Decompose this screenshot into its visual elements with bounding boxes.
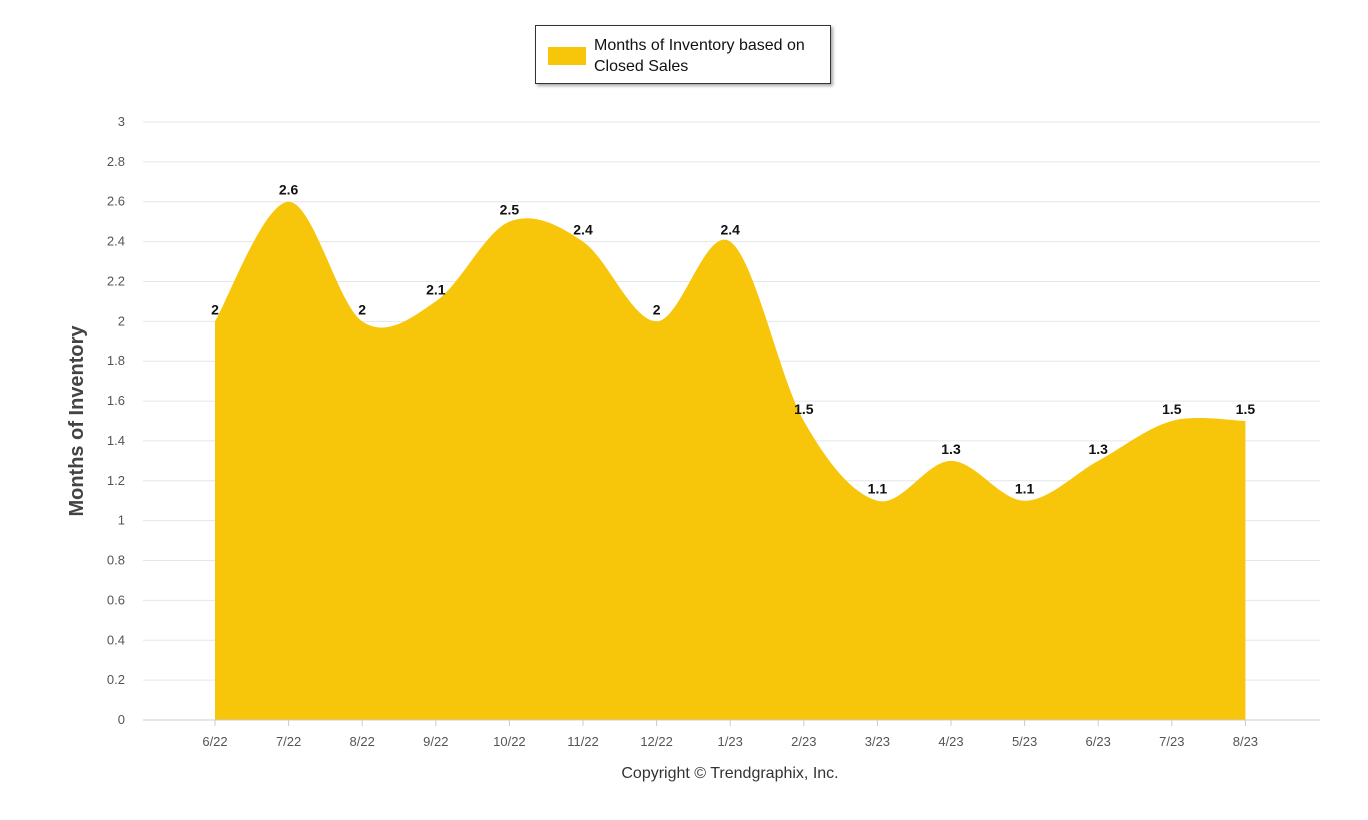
y-axis-title: Months of Inventory [66,325,88,517]
legend-swatch [548,47,586,65]
y-tick-label: 1.4 [107,433,125,448]
data-label: 2.4 [720,222,740,238]
x-tick-label: 4/23 [938,734,963,749]
legend: Months of Inventory based on Closed Sale… [535,25,831,84]
x-tick-label: 6/22 [202,734,227,749]
data-label: 2 [653,301,661,317]
data-label: 1.3 [941,441,961,457]
data-label: 2.4 [573,222,593,238]
data-label: 1.5 [1236,401,1256,417]
y-tick-label: 2.2 [107,273,125,288]
x-tick-label: 8/22 [350,734,375,749]
y-tick-label: 2.6 [107,194,125,209]
x-tick-label: 7/22 [276,734,301,749]
data-label: 1.5 [794,401,814,417]
data-label: 1.1 [1015,481,1035,497]
y-tick-label: 2.8 [107,154,125,169]
x-tick-label: 1/23 [718,734,743,749]
y-tick-label: 2.4 [107,234,125,249]
x-tick-label: 9/22 [423,734,448,749]
data-label: 2.5 [500,202,520,218]
data-label: 1.3 [1088,441,1108,457]
x-tick-label: 5/23 [1012,734,1037,749]
x-tick-label: 11/22 [567,734,599,749]
x-tick-label: 2/23 [791,734,816,749]
y-tick-label: 2 [118,313,125,328]
y-tick-label: 0.4 [107,632,125,647]
data-labels: 2 2.6 2 2.1 2.5 2.4 2 2.4 1.5 1.1 1.3 1.1 1.3 1.5 1.5 [211,182,1255,497]
legend-label: Months of Inventory based on Closed Sale… [594,37,805,75]
data-label: 2 [211,301,219,317]
y-tick-label: 0.2 [107,672,125,687]
y-tick-label: 0 [118,712,125,727]
y-axis-ticks: 0 0.2 0.4 0.6 0.8 1 1.2 1.4 1.6 1.8 2 2.2 2.4 2.6 2.8 3 [107,114,125,727]
x-tick-label: 7/23 [1159,734,1184,749]
x-tick-label: 8/23 [1233,734,1258,749]
y-tick-label: 1.8 [107,353,125,368]
y-tick-label: 1.6 [107,393,125,408]
data-label: 2.1 [426,281,446,297]
y-tick-label: 3 [118,114,125,129]
x-axis-ticks: 6/22 7/22 8/22 9/22 10/22 11/22 12/22 1/23 2/23 3… [202,720,1258,749]
y-tick-label: 1.2 [107,473,125,488]
inventory-area-series [215,201,1246,720]
x-tick-label: 6/23 [1086,734,1111,749]
data-label: 2.6 [279,182,299,198]
y-tick-label: 1 [118,513,125,528]
data-label: 1.1 [868,481,888,497]
x-tick-label: 3/23 [865,734,890,749]
x-tick-label: 10/22 [493,734,526,749]
data-label: 1.5 [1162,401,1182,417]
y-tick-label: 0.6 [107,592,125,607]
x-tick-label: 12/22 [640,734,673,749]
copyright-text: Copyright © Trendgraphix, Inc. [621,765,839,782]
y-tick-label: 0.8 [107,553,125,568]
data-label: 2 [358,301,366,317]
